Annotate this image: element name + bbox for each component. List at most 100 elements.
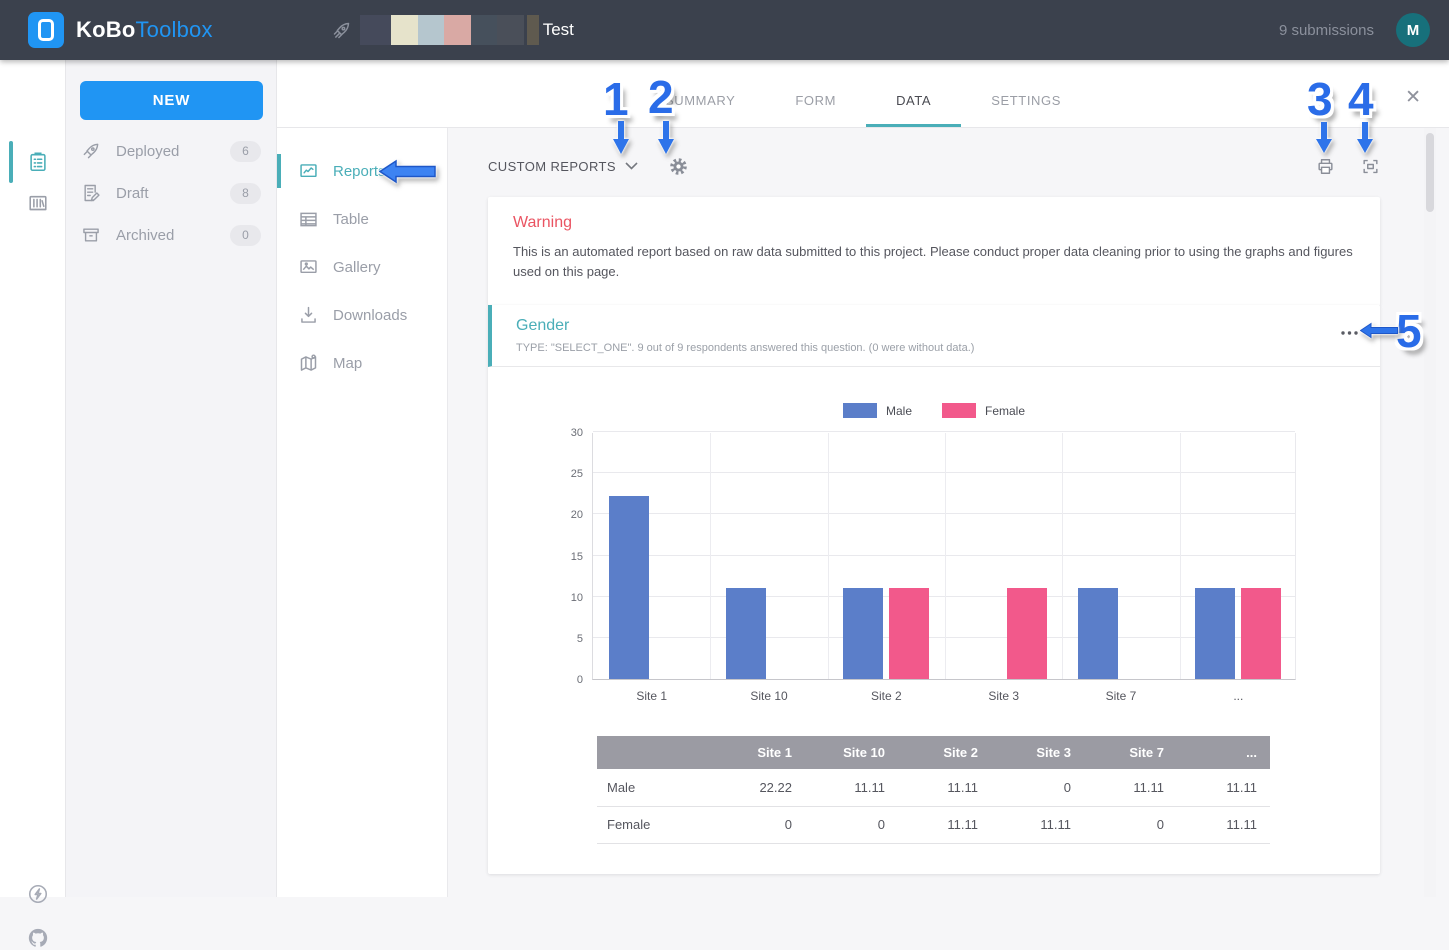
warning-card: Warning This is an automated report base…	[488, 197, 1380, 306]
deployed-rocket-icon	[331, 20, 352, 41]
close-icon[interactable]: ✕	[1405, 88, 1421, 107]
subnav-item-map[interactable]: Map	[277, 339, 447, 387]
subnav-item-table[interactable]: Table	[277, 195, 447, 243]
h-gridline	[593, 596, 1295, 597]
h-gridline	[593, 637, 1295, 638]
y-tick-label: 10	[541, 592, 583, 604]
x-axis-label: Site 7	[1062, 689, 1179, 703]
brand-bold: KoBo	[76, 17, 135, 42]
redaction-block	[360, 15, 391, 45]
brand-light: Toolbox	[135, 17, 212, 42]
annotation-number-4: 4	[1348, 76, 1374, 122]
report-data-table: Site 1Site 10Site 2Site 3Site 7... Male2…	[597, 736, 1270, 844]
user-avatar[interactable]: M	[1396, 13, 1430, 47]
new-project-button[interactable]: NEW	[80, 81, 263, 120]
archive-box-icon	[81, 225, 101, 245]
top-header-bar: KoBoToolbox Test 9 submissions M	[0, 0, 1449, 60]
redaction-block	[418, 15, 444, 45]
subnav-label: Map	[333, 355, 362, 372]
subnav-label: Gallery	[333, 259, 381, 276]
table-cell: 11.11	[1177, 806, 1270, 843]
table-grid-icon	[298, 209, 319, 230]
table-header-cell: Site 2	[898, 736, 991, 769]
subnav-label: Downloads	[333, 307, 407, 324]
y-tick-label: 5	[541, 633, 583, 645]
v-gridline	[828, 433, 829, 679]
project-title: Test	[543, 20, 574, 40]
y-tick-label: 20	[541, 509, 583, 521]
custom-reports-dropdown[interactable]: CUSTOM REPORTS	[488, 159, 638, 174]
sidebar-item-deployed[interactable]: Deployed 6	[66, 130, 276, 172]
kobo-logo-mark-icon	[38, 19, 54, 41]
annotation-number-3: 3	[1307, 76, 1333, 122]
kebab-menu-icon[interactable]	[1341, 331, 1358, 335]
project-tabbar: SUMMARY FORM DATA SETTINGS ✕	[277, 60, 1449, 128]
legend-swatch	[843, 403, 877, 418]
question-subtitle: TYPE: "SELECT_ONE". 9 out of 9 responden…	[516, 342, 1380, 354]
x-axis-label: Site 1	[593, 689, 710, 703]
chart-legend: MaleFemale	[488, 403, 1380, 418]
bar-male-site-1	[609, 496, 649, 679]
sidebar-item-archived[interactable]: Archived 0	[66, 214, 276, 256]
bar-male-...	[1195, 588, 1235, 679]
expand-fullscreen-icon[interactable]	[1361, 157, 1380, 176]
kobotoolbox-logo[interactable]	[28, 12, 64, 48]
v-gridline	[710, 433, 711, 679]
data-content: Reports Table Gallery Downloads	[277, 128, 1449, 897]
h-gridline	[593, 555, 1295, 556]
table-header-row: Site 1Site 10Site 2Site 3Site 7...	[597, 736, 1270, 769]
table-cell: 0	[712, 806, 805, 843]
tab-data[interactable]: DATA	[866, 60, 961, 127]
x-axis-label: ...	[1180, 689, 1297, 703]
annotation-arrow-left-reports	[379, 159, 436, 189]
sidebar-item-label: Draft	[116, 185, 230, 202]
active-section-indicator	[9, 141, 13, 183]
library-icon[interactable]	[26, 192, 50, 216]
redacted-project-name	[360, 15, 539, 45]
annotation-arrow-down-1	[610, 121, 632, 160]
redaction-block	[444, 15, 471, 45]
h-gridline	[593, 431, 1295, 432]
reports-chart-icon	[298, 161, 319, 182]
annotation-number-2: 2	[648, 74, 674, 120]
submissions-count: 9 submissions	[1279, 22, 1374, 39]
brand-wordmark: KoBoToolbox	[76, 17, 213, 43]
github-icon[interactable]	[26, 926, 50, 950]
gender-card-header: Gender TYPE: "SELECT_ONE". 9 out of 9 re…	[488, 305, 1380, 367]
subnav-item-downloads[interactable]: Downloads	[277, 291, 447, 339]
deployed-count-badge: 6	[230, 141, 261, 162]
table-cell: 11.11	[898, 769, 991, 806]
table-head: Site 1Site 10Site 2Site 3Site 7...	[597, 736, 1270, 769]
x-axis-label: Site 10	[710, 689, 827, 703]
table-cell: 22.22	[712, 769, 805, 806]
vertical-scrollbar-thumb[interactable]	[1426, 133, 1434, 212]
subnav-label: Reports	[333, 163, 386, 180]
draft-document-icon	[81, 183, 101, 203]
tab-settings[interactable]: SETTINGS	[961, 60, 1091, 127]
bar-male-site-7	[1078, 588, 1118, 679]
table-header-cell: Site 10	[805, 736, 898, 769]
rocket-icon	[81, 141, 101, 161]
archived-count-badge: 0	[230, 225, 261, 246]
main-area: SUMMARY FORM DATA SETTINGS ✕ Reports Tab…	[277, 60, 1449, 897]
annotation-arrow-down-2	[655, 121, 677, 160]
warning-title: Warning	[513, 214, 1355, 232]
table-cell: 11.11	[1084, 769, 1177, 806]
gender-report-card: Gender TYPE: "SELECT_ONE". 9 out of 9 re…	[488, 305, 1380, 874]
subnav-item-gallery[interactable]: Gallery	[277, 243, 447, 291]
sidebar-item-draft[interactable]: Draft 8	[66, 172, 276, 214]
annotation-arrow-down-4	[1354, 122, 1376, 159]
table-header-cell	[597, 736, 712, 769]
v-gridline	[1180, 433, 1181, 679]
project-filters: Deployed 6 Draft 8 Archived 0	[66, 130, 276, 256]
projects-clipboard-icon[interactable]	[26, 150, 50, 174]
print-icon[interactable]	[1316, 157, 1335, 176]
sidebar-item-label: Archived	[116, 227, 230, 244]
support-icon[interactable]	[26, 882, 50, 906]
tab-form[interactable]: FORM	[765, 60, 866, 127]
chart-plot: 051015202530Site 1Site 10Site 2Site 3Sit…	[592, 433, 1296, 680]
row-label: Female	[597, 806, 712, 843]
bar-male-site-10	[726, 588, 766, 679]
h-gridline	[593, 472, 1295, 473]
table-cell: 11.11	[991, 806, 1084, 843]
